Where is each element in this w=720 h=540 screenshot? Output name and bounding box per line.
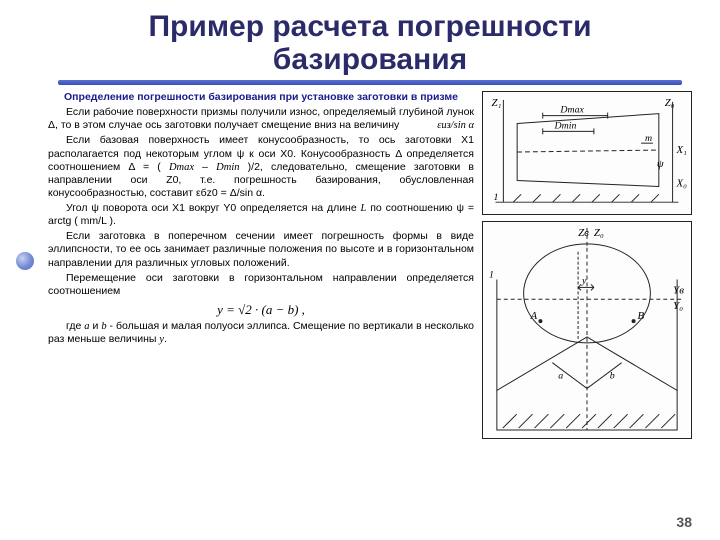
fig1-x1: X₁ [676,144,688,156]
p6c: - большая и малая полуоси эллипса. Смеще… [48,320,474,345]
fig2-A: A [530,310,538,322]
fig2-B: B [638,310,645,322]
figure-2: Zв Z₀ Yв Y₀ A B y a b 1 [482,221,692,439]
fig1-dmin: Dmin [554,120,577,131]
p1-text: Если рабочие поверхности призмы получили… [48,106,474,131]
fig2-zb: Zв [578,227,589,239]
para-2: Если базовая поверхность имеет конусообр… [48,134,474,200]
fig1-one: 1 [494,192,499,203]
para-3: Угол ψ поворота оси X1 вокруг Y0 определ… [48,202,474,228]
page-number: 38 [676,514,692,530]
p6a: где [66,320,84,332]
p3a: Угол ψ поворота оси X1 вокруг Y0 определ… [66,202,361,214]
figure-1: Z₁ Z₀ X₁ X₀ Dmax Dmin ψ m 1 [482,91,692,215]
fig2-yb: Yв [673,284,684,296]
fig2-y0: Y₀ [673,300,683,312]
fig1-m: m [645,133,652,144]
fig1-z1: Z₁ [492,97,502,109]
formula-1: εиз/sin α [419,119,474,132]
figure-column: Z₁ Z₀ X₁ X₀ Dmax Dmin ψ m 1 [482,91,692,439]
fig1-psi: ψ [657,158,664,170]
fig2-b: b [610,371,615,382]
slide: Пример расчета погрешности базирования О… [0,0,720,540]
p2b: – [194,161,216,173]
fig2-z0: Z₀ [594,227,604,239]
bullet-decor [16,252,34,270]
title-underline [58,80,682,85]
para-5: Перемещение оси заготовки в горизонтальн… [48,272,474,298]
p6d: . [164,333,167,345]
fig1-x0: X₀ [676,177,688,189]
text-column: Определение погрешности базирования при … [48,91,474,439]
fig2-one: 1 [489,270,494,281]
fig2-y: y [581,275,587,286]
fig1-z0: Z₀ [665,97,675,109]
dmin: Dmin [216,162,239,173]
formula-2: y = √2 · (a − b) , [48,302,474,318]
fig1-dmax: Dmax [559,105,584,116]
para-4: Если заготовка в поперечном сечении имее… [48,230,474,269]
content-row: Определение погрешности базирования при … [48,91,692,439]
dmax: Dmax [169,162,194,173]
para-1: Если рабочие поверхности призмы получили… [48,106,474,132]
fig2-a: a [558,371,563,382]
p6b: и [90,320,102,332]
subtitle: Определение погрешности базирования при … [48,91,474,104]
para-6: где a и b - большая и малая полуоси элли… [48,320,474,346]
page-title: Пример расчета погрешности базирования [48,10,692,76]
